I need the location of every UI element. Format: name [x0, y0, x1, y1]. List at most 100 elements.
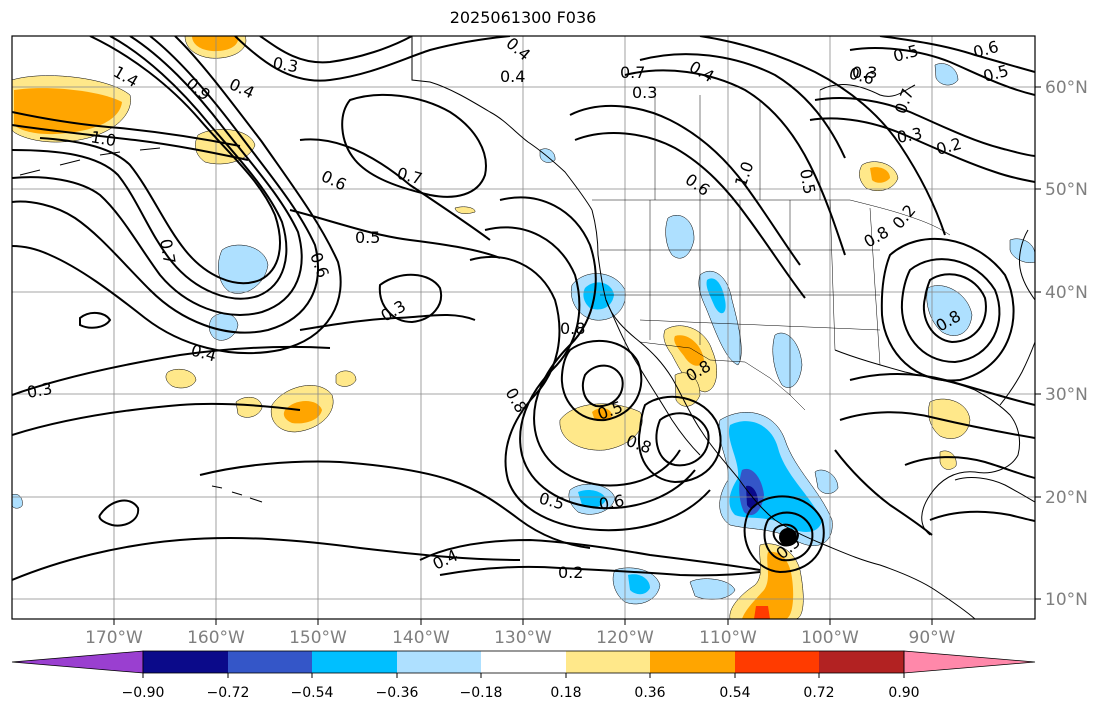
shaded-negative-5-core	[706, 278, 726, 314]
colorbar-tick-label: −0.72	[207, 685, 250, 701]
contour-loop-2	[560, 339, 643, 422]
coastline-east	[1019, 229, 1035, 301]
contour-label: 0.2	[934, 134, 964, 159]
contour-label: 0.5	[355, 228, 380, 247]
contour-label: 0.3	[25, 379, 53, 402]
contour-label: 0.4	[226, 74, 257, 102]
map-title: 2025061300 F036	[449, 8, 597, 27]
lat-tick-label: 10°N	[1045, 590, 1088, 610]
lon-tick-label: 170°W	[85, 628, 143, 648]
shaded-negative-16	[539, 148, 556, 163]
contour-ne-low-3	[880, 237, 1015, 382]
shaded-negative-11	[689, 578, 736, 600]
contour-low-2	[299, 313, 476, 331]
contour-label: 0.8	[861, 222, 893, 251]
shaded-positive-top-core	[192, 36, 239, 52]
contour-jet-1	[12, 111, 241, 147]
shaded-positive-5	[235, 396, 263, 418]
colorbar-tick-label: −0.54	[291, 685, 334, 701]
contour-ne-2	[809, 117, 1035, 183]
contour-label: 0.3	[852, 63, 877, 82]
shaded-positive-13	[454, 206, 476, 214]
storm-center-marker	[779, 528, 797, 546]
contour-label: 0.3	[271, 53, 299, 76]
contour-label: 0.2	[889, 201, 920, 233]
contour-label: 0.6	[306, 250, 333, 280]
contour-ne-low-2	[900, 258, 1001, 364]
shaded-positive-11	[928, 398, 971, 439]
colorbar-extend-max	[903, 650, 1036, 674]
shaded-negative-2	[209, 313, 239, 341]
contour-label: 0.4	[686, 57, 718, 86]
contour-canada-3	[624, 69, 846, 256]
contour-sw-5	[79, 312, 112, 329]
contour-east-2	[839, 411, 1035, 439]
colorbar-segment	[481, 651, 566, 673]
shaded-negative-12	[926, 285, 973, 336]
coastline-hawaii	[211, 485, 263, 503]
contour-label: 0.7	[620, 63, 645, 82]
contour-west-us-2	[484, 226, 696, 510]
contour-label: 1.0	[731, 159, 758, 189]
contour-storm-1	[763, 511, 814, 562]
contour-label: 0.4	[500, 67, 525, 86]
shaded-regions	[12, 36, 1035, 619]
coastline-cuba	[954, 477, 1035, 503]
contour-label: 0.4	[502, 34, 534, 65]
contour-label: 0.4	[189, 341, 219, 366]
shaded-positive-nw-core	[14, 88, 122, 135]
shaded-negative-4	[665, 215, 695, 259]
contour-label: 0.5	[537, 489, 567, 514]
colorbar-extend-min	[11, 650, 144, 674]
map-frame	[11, 35, 1036, 620]
contour-central-2	[234, 36, 511, 82]
colorbar-tick-label: −0.18	[460, 685, 503, 701]
shaded-negative-13	[934, 63, 959, 86]
contour-low-1	[378, 273, 443, 324]
contour-label: 0.7	[156, 237, 179, 265]
contour-loop-4	[637, 395, 722, 484]
border-canada-provinces	[654, 90, 821, 200]
lon-tick-label: 130°W	[494, 628, 552, 648]
contour-label: 0.5	[981, 61, 1011, 86]
shaded-negative-6	[772, 332, 803, 388]
contour-ne-3	[849, 47, 1035, 96]
lat-tick-label: 20°N	[1045, 488, 1088, 508]
longitude-axis: 170°W 160°W 150°W 140°W 130°W 120°W 110°…	[85, 619, 956, 648]
political-borders	[411, 36, 951, 411]
lon-tick-label: 110°W	[699, 628, 757, 648]
shaded-positive-10-core	[870, 167, 890, 183]
contour-nw-1	[39, 36, 281, 285]
contour-nw-2	[12, 36, 288, 300]
contour-south-2	[419, 538, 761, 571]
contour-east-3	[904, 456, 1035, 479]
colorbar-tick-label: 0.18	[550, 685, 581, 701]
colorbar-segment	[143, 651, 228, 673]
contour-south-1	[199, 460, 591, 549]
contour-ne-1	[814, 97, 1035, 157]
lat-tick-label: 40°N	[1045, 283, 1088, 303]
contour-label: 0.6	[971, 37, 1001, 62]
contour-ne-low-1	[922, 273, 987, 344]
shaded-negative-15	[12, 494, 23, 509]
coastline-baja	[605, 299, 701, 456]
lat-tick-label: 60°N	[1045, 78, 1088, 98]
shaded-negative-10-core	[628, 574, 650, 595]
contour-label: 0.6	[597, 491, 625, 514]
contour-label: 0.3	[895, 124, 923, 147]
colorbar-segment	[566, 651, 650, 673]
contour-east-4	[929, 510, 1035, 522]
border-us-canada	[592, 199, 951, 236]
contour-canada-4	[639, 53, 846, 159]
shaded-positive-2	[165, 369, 197, 389]
contour-central-3	[341, 93, 487, 198]
contour-central-1	[259, 36, 413, 64]
lon-tick-label: 160°W	[187, 628, 245, 648]
lon-tick-label: 90°W	[909, 628, 956, 648]
contour-label: 0.6	[682, 170, 714, 200]
contours	[12, 36, 1035, 581]
contour-nw-4	[12, 36, 319, 334]
contour-label: 0.8	[560, 319, 585, 338]
colorbar-segment	[819, 651, 904, 673]
contour-sw-3	[12, 537, 521, 581]
